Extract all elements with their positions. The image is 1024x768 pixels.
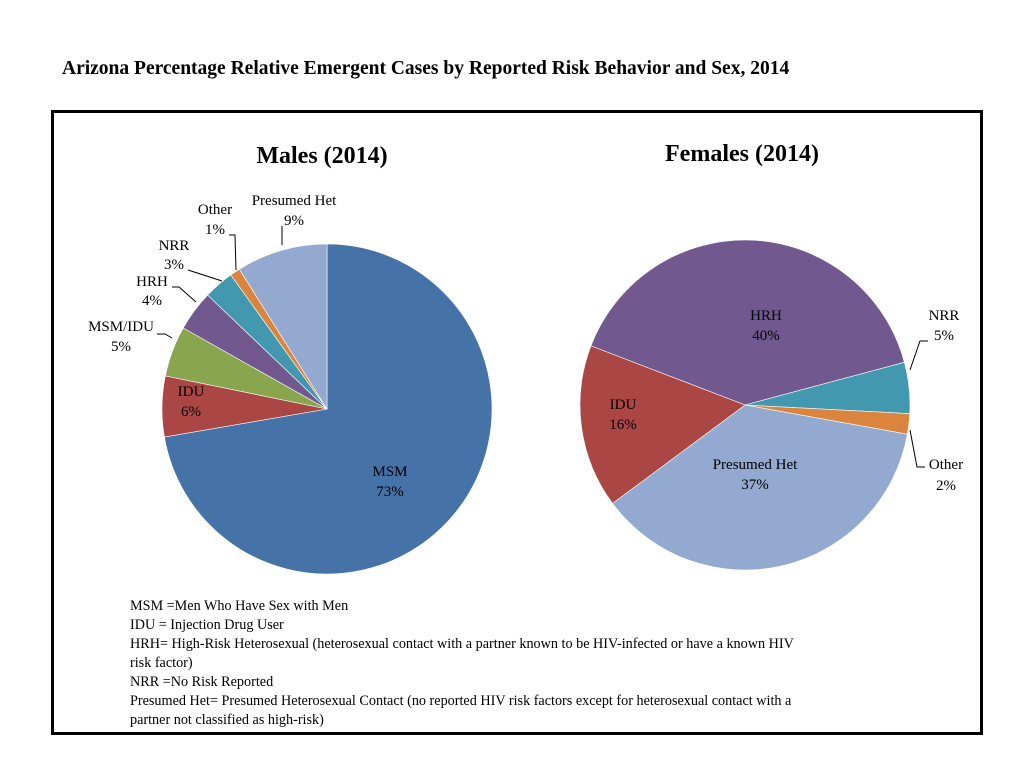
legend-line-presumed-het-cont: partner not classified as high-risk) xyxy=(130,712,324,728)
males-label-msm: MSM xyxy=(372,464,407,480)
females-label-other: Other xyxy=(929,457,963,473)
females-value-nrr: 5% xyxy=(934,328,954,344)
legend-line-msm: MSM =Men Who Have Sex with Men xyxy=(130,598,349,614)
males-slice-msm xyxy=(164,243,493,575)
males-slice-presumed-het xyxy=(238,243,328,411)
females-value-presumed-het: 37% xyxy=(741,477,769,493)
males-label-msm-idu: MSM/IDU xyxy=(88,319,154,335)
legend-line-idu: IDU = Injection Drug User xyxy=(130,617,284,633)
leader-line-other xyxy=(909,429,925,468)
males-chart-title: Males (2014) xyxy=(256,143,387,169)
males-label-nrr: NRR xyxy=(159,238,190,254)
females-value-hrh: 40% xyxy=(752,328,780,344)
females-value-other: 2% xyxy=(936,478,956,494)
legend-line-presumed-het: Presumed Het= Presumed Heterosexual Cont… xyxy=(130,693,792,709)
females-label-hrh: HRH xyxy=(750,308,782,324)
females-slice-idu xyxy=(579,345,746,504)
males-value-hrh: 4% xyxy=(142,293,162,309)
males-value-nrr: 3% xyxy=(164,257,184,273)
females-label-nrr: NRR xyxy=(929,308,960,324)
males-value-msm-idu: 5% xyxy=(111,339,131,355)
females-label-presumed-het: Presumed Het xyxy=(713,457,798,473)
leader-line-hrh xyxy=(172,286,197,303)
females-slice-presumed-het xyxy=(612,404,908,571)
leader-line-other xyxy=(229,234,237,271)
males-value-presumed-het: 9% xyxy=(284,213,304,229)
males-label-hrh: HRH xyxy=(136,274,168,290)
males-value-msm: 73% xyxy=(376,484,404,500)
males-value-other: 1% xyxy=(205,222,225,238)
leader-line-nrr xyxy=(187,269,223,282)
leader-line-nrr xyxy=(909,340,928,371)
females-slice-hrh xyxy=(590,239,905,406)
females-chart-title: Females (2014) xyxy=(665,141,819,167)
females-leader-lines xyxy=(909,340,928,468)
females-label-idu: IDU xyxy=(610,397,637,413)
males-label-idu: IDU xyxy=(178,384,205,400)
females-pie xyxy=(579,239,911,571)
males-label-presumed-het: Presumed Het xyxy=(252,193,337,209)
males-leader-lines xyxy=(157,226,283,339)
legend-line-nrr: NRR =No Risk Reported xyxy=(130,674,274,690)
legend-line-hrh-cont: risk factor) xyxy=(130,655,193,671)
males-value-idu: 6% xyxy=(181,404,201,420)
legend-line-hrh: HRH= High-Risk Heterosexual (heterosexua… xyxy=(130,636,794,652)
males-label-other: Other xyxy=(198,202,232,218)
leader-line-msm-idu xyxy=(157,333,173,339)
chart-frame xyxy=(51,110,983,735)
abbreviation-legend: MSM =Men Who Have Sex with Men IDU = Inj… xyxy=(130,597,875,730)
males-pie xyxy=(161,243,493,575)
page-title: Arizona Percentage Relative Emergent Cas… xyxy=(62,58,790,79)
females-value-idu: 16% xyxy=(609,417,637,433)
